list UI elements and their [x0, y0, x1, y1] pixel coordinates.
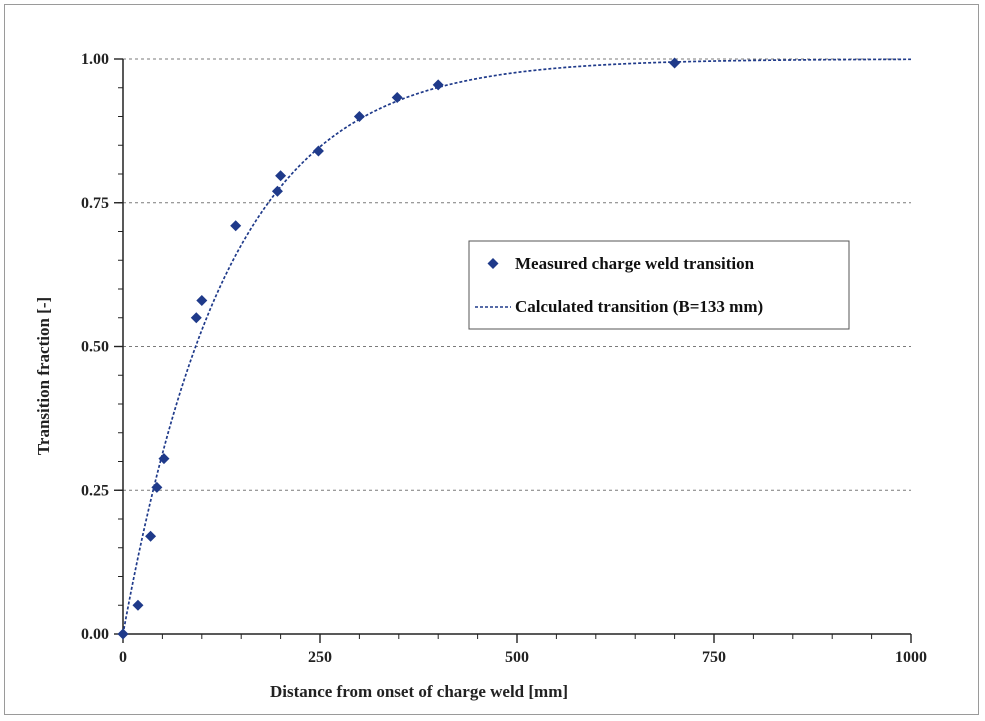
legend-marker-diamond-icon — [487, 258, 499, 269]
measured-points-layer — [117, 57, 681, 640]
tick-labels: 0 250 500 750 1000 0.00 0.25 0.50 0.75 1.00 — [81, 51, 927, 666]
gridlines — [123, 58, 911, 491]
measured-point-diamond — [132, 599, 144, 611]
x-tick-label: 1000 — [895, 649, 927, 666]
measured-point-diamond — [391, 92, 403, 104]
legend-label-measured: Measured charge weld transition — [515, 254, 755, 273]
measured-point-diamond — [353, 111, 365, 122]
measured-point-diamond — [151, 481, 163, 493]
measured-point-diamond — [196, 295, 208, 306]
chart-frame: 0 250 500 750 1000 0.00 0.25 0.50 0.75 1.00 Dista… — [4, 4, 979, 715]
legend-box — [468, 240, 850, 330]
y-tick-label: 0.25 — [81, 482, 109, 499]
measured-point-diamond — [271, 185, 283, 197]
legend-label-calculated: Calculated transition (B=133 mm) — [515, 297, 763, 316]
calculated-curve-layer — [122, 58, 912, 635]
measured-point-diamond — [145, 530, 157, 542]
measured-point-diamond — [230, 220, 242, 232]
measured-point-diamond — [312, 145, 324, 157]
y-axis-title: Transition fraction [-] — [34, 297, 53, 455]
axes — [114, 58, 912, 643]
calculated-transition-curve — [122, 58, 912, 635]
x-tick-label: 250 — [308, 649, 332, 666]
x-axis-title: Distance from onset of charge weld [mm] — [270, 682, 568, 701]
y-tick-label: 0.00 — [81, 626, 109, 643]
measured-point-diamond — [669, 57, 681, 69]
x-tick-label: 750 — [702, 649, 726, 666]
measured-point-diamond — [432, 79, 444, 91]
x-tick-label: 0 — [119, 649, 127, 666]
y-tick-label: 0.50 — [81, 339, 109, 356]
x-tick-label: 500 — [505, 649, 529, 666]
transition-chart: 0 250 500 750 1000 0.00 0.25 0.50 0.75 1.00 Dista… — [34, 51, 927, 701]
y-tick-label: 1.00 — [81, 51, 109, 68]
y-tick-label: 0.75 — [81, 195, 109, 212]
measured-point-diamond — [117, 628, 129, 640]
measured-point-diamond — [158, 453, 170, 465]
legend: Measured charge weld transition Calculat… — [468, 240, 850, 330]
measured-point-diamond — [275, 170, 287, 182]
measured-point-diamond — [190, 312, 202, 324]
